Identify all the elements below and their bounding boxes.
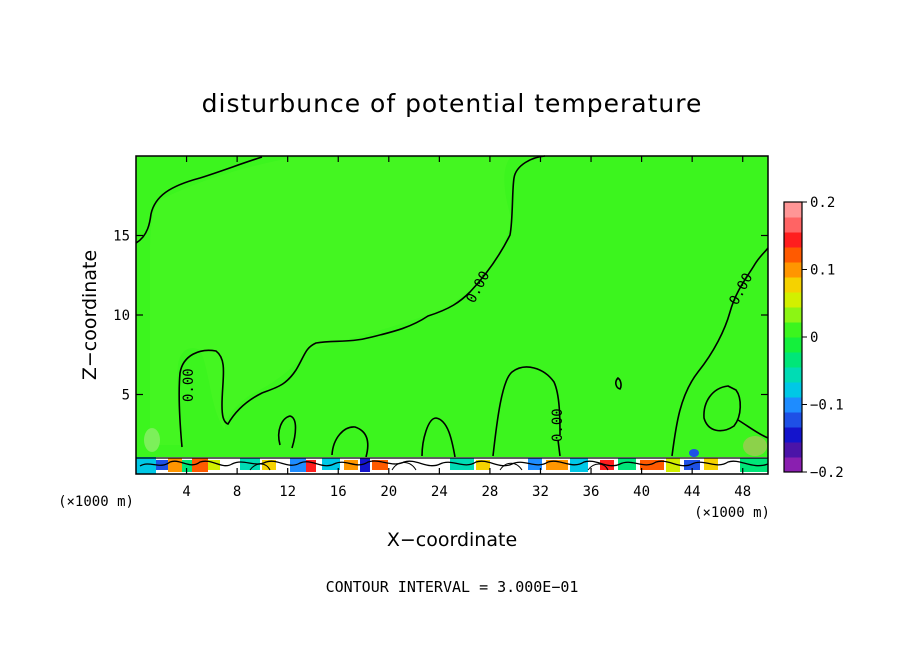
y-tick-label: 5 xyxy=(122,388,130,404)
colorbar-swatch xyxy=(784,247,802,263)
x-tick-label: 40 xyxy=(633,484,650,500)
contour-line xyxy=(135,156,263,244)
x-tick-label: 16 xyxy=(330,484,347,500)
x-tick-label: 8 xyxy=(233,484,241,500)
band-segment xyxy=(360,458,370,472)
x-tick-label: 32 xyxy=(532,484,549,500)
contour-line xyxy=(331,426,369,458)
contour-lines xyxy=(135,155,769,458)
contour-line xyxy=(492,366,561,457)
colorbar-swatch xyxy=(784,202,802,218)
colorbar-tick-label: 0.2 xyxy=(810,195,835,211)
contour-label: 0.00 xyxy=(550,408,566,442)
y-axis: 5 10 15 xyxy=(113,229,768,404)
contour-line xyxy=(737,419,769,439)
colorbar-swatch xyxy=(784,442,802,458)
colorbar-swatch xyxy=(784,412,802,428)
colorbar: 0.2 0.1 0 −0.1 −0.2 xyxy=(783,195,844,481)
contour-line xyxy=(557,439,561,457)
colorbar-tick-label: −0.1 xyxy=(810,398,844,414)
y-tick-label: 10 xyxy=(113,308,130,324)
chart-title: disturbunce of potential temperature xyxy=(202,89,703,118)
colorbar-swatch xyxy=(784,307,802,323)
colorbar-swatch xyxy=(784,397,802,413)
colorbar-swatch xyxy=(784,367,802,383)
colorbar-swatch xyxy=(784,232,802,248)
band-segment xyxy=(570,458,588,472)
band-segment xyxy=(208,460,220,470)
band-segment xyxy=(262,460,276,470)
contour-line xyxy=(671,247,769,457)
colorbar-swatch xyxy=(784,262,802,278)
band-segment xyxy=(666,458,680,472)
field-patch xyxy=(144,428,160,452)
band-segment xyxy=(240,458,260,470)
colorbar-tick-label: 0.1 xyxy=(810,263,835,279)
field-patch xyxy=(743,436,767,456)
colorbar-swatch xyxy=(784,217,802,233)
x-tick-label: 24 xyxy=(431,484,448,500)
x-tick-label: 48 xyxy=(734,484,751,500)
contour-line xyxy=(277,415,297,449)
band-segment xyxy=(476,460,490,470)
field-patch xyxy=(689,449,699,457)
boundary-layer-band xyxy=(136,457,769,474)
field-patch xyxy=(150,158,512,445)
band-segment xyxy=(546,460,568,470)
contour-line xyxy=(421,417,456,458)
band-contours xyxy=(136,457,769,467)
band-segment xyxy=(618,458,636,470)
contour-line xyxy=(178,155,546,448)
band-contours xyxy=(249,462,609,471)
x-axis: 4 8 12 16 20 24 28 32 36 40 44 48 xyxy=(182,156,751,500)
x-tick-label: 20 xyxy=(380,484,397,500)
band-segment xyxy=(182,460,192,472)
band-segment xyxy=(640,460,664,470)
x-axis-label: X−coordinate xyxy=(387,529,517,551)
colorbar-tick-label: 0 xyxy=(810,330,818,346)
colorbar-swatch xyxy=(784,457,802,473)
x-tick-label: 12 xyxy=(279,484,296,500)
contour-line xyxy=(615,376,622,390)
contour-interval-note: CONTOUR INTERVAL = 3.000E−01 xyxy=(326,578,579,596)
y-axis-label: Z−coordinate xyxy=(79,250,101,380)
x-tick-label: 36 xyxy=(583,484,600,500)
colorbar-swatch xyxy=(784,382,802,398)
x-tick-label: 28 xyxy=(481,484,498,500)
x-unit-right: (×1000 m) xyxy=(694,505,770,521)
colorbar-swatch xyxy=(784,292,802,308)
band-segment xyxy=(344,460,358,470)
band-segment xyxy=(322,458,340,470)
band-segment xyxy=(372,460,388,470)
x-tick-label: 44 xyxy=(684,484,701,500)
band-segment xyxy=(306,460,316,472)
contour-line xyxy=(703,385,742,432)
colorbar-swatch xyxy=(784,352,802,368)
band-segment xyxy=(684,460,700,470)
colorbar-swatch xyxy=(784,427,802,443)
colorbar-swatch xyxy=(784,322,802,338)
colorbar-swatch xyxy=(784,277,802,293)
colorbar-tick-label: −0.2 xyxy=(810,465,844,481)
x-tick-label: 4 xyxy=(182,484,190,500)
colorbar-swatch xyxy=(784,337,802,353)
band-segment xyxy=(290,458,306,472)
band-segment xyxy=(168,458,182,472)
band-segment xyxy=(136,457,156,474)
plot-area: 0.00 0.00 0.00 0.00 xyxy=(135,155,769,475)
contour-label: 0.00 xyxy=(181,368,197,402)
x-unit-left: (×1000 m) xyxy=(58,494,134,510)
y-tick-label: 15 xyxy=(113,229,130,245)
